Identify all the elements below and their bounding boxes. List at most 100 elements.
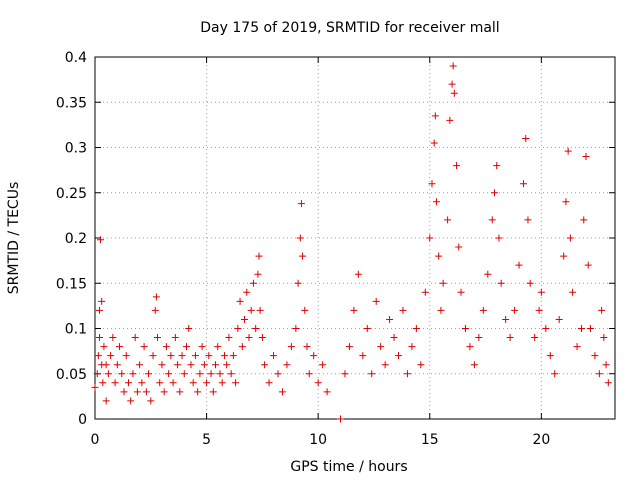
data-point — [431, 112, 439, 120]
data-point — [111, 379, 119, 387]
data-point — [160, 388, 168, 396]
data-point — [584, 261, 592, 269]
data-point — [102, 361, 110, 369]
data-point — [531, 334, 539, 342]
data-point — [586, 325, 594, 332]
data-point — [140, 343, 148, 351]
data-point — [94, 352, 102, 360]
data-point — [448, 80, 456, 88]
data-point — [598, 306, 606, 314]
data-point — [439, 279, 447, 287]
data-point — [225, 334, 233, 342]
data-point — [542, 325, 550, 332]
data-point — [526, 279, 534, 287]
data-point — [278, 388, 286, 396]
data-point — [229, 352, 237, 360]
x-axis-label: GPS time / hours — [290, 459, 407, 475]
data-point — [238, 343, 246, 351]
y-tick-label: 0.4 — [65, 50, 87, 66]
data-point — [232, 379, 240, 387]
data-point — [191, 352, 199, 360]
data-point — [479, 306, 487, 314]
x-tick-label: 5 — [202, 432, 211, 448]
data-point — [145, 370, 153, 378]
data-point — [310, 352, 318, 360]
data-point — [395, 352, 403, 360]
data-point — [198, 343, 206, 351]
data-point — [131, 334, 139, 342]
data-point — [118, 370, 126, 378]
data-point — [185, 325, 193, 332]
data-point — [470, 361, 478, 369]
data-point — [102, 397, 110, 405]
data-point — [484, 270, 492, 278]
data-point — [305, 370, 313, 378]
data-point — [249, 279, 257, 287]
data-point — [412, 325, 420, 332]
data-point — [234, 325, 242, 332]
data-point — [99, 379, 107, 387]
data-point — [258, 334, 266, 342]
x-tick-label: 10 — [309, 432, 327, 448]
data-point — [562, 198, 570, 206]
data-point — [488, 216, 496, 224]
data-point — [270, 352, 278, 360]
data-point — [578, 325, 586, 332]
data-point — [377, 343, 385, 351]
data-point — [437, 306, 445, 314]
data-point — [216, 370, 224, 378]
y-tick-label: 0.15 — [56, 276, 87, 292]
data-point — [432, 198, 440, 206]
data-point — [453, 162, 461, 170]
data-point — [274, 370, 282, 378]
data-point — [189, 379, 197, 387]
data-point — [457, 288, 465, 296]
data-point — [212, 361, 220, 369]
data-point — [178, 352, 186, 360]
data-point — [390, 334, 398, 342]
data-point — [569, 288, 577, 296]
data-point — [303, 343, 311, 351]
data-point — [205, 352, 213, 360]
data-point — [341, 370, 349, 378]
data-point — [176, 388, 184, 396]
data-point — [299, 252, 307, 260]
data-point — [519, 180, 527, 188]
data-point — [147, 397, 155, 405]
data-point — [165, 370, 173, 378]
data-point — [283, 361, 291, 369]
data-point — [153, 334, 161, 342]
data-point — [535, 306, 543, 314]
data-point — [573, 343, 581, 351]
data-point — [421, 288, 429, 296]
data-point — [113, 361, 121, 369]
data-point — [430, 139, 438, 147]
data-point — [156, 379, 164, 387]
data-point — [502, 315, 510, 323]
data-point — [294, 279, 302, 287]
data-point — [100, 343, 108, 351]
data-point — [169, 379, 177, 387]
data-point — [363, 325, 371, 332]
data-point — [247, 306, 255, 314]
x-tick-label: 0 — [91, 432, 100, 448]
data-point — [475, 334, 483, 342]
data-point — [399, 306, 407, 314]
data-point — [255, 252, 263, 260]
data-point — [158, 361, 166, 369]
y-tick-label: 0.3 — [65, 141, 87, 157]
data-point — [522, 134, 530, 142]
data-point — [444, 216, 452, 224]
data-point — [203, 379, 211, 387]
data-point — [595, 370, 603, 378]
data-point — [98, 297, 106, 305]
data-point — [133, 388, 141, 396]
data-point — [180, 370, 188, 378]
data-point — [91, 383, 99, 391]
data-point — [506, 334, 514, 342]
data-point — [461, 325, 469, 332]
y-tick-label: 0.35 — [56, 95, 87, 111]
data-point — [604, 379, 612, 387]
data-point — [354, 270, 362, 278]
data-point — [265, 379, 273, 387]
